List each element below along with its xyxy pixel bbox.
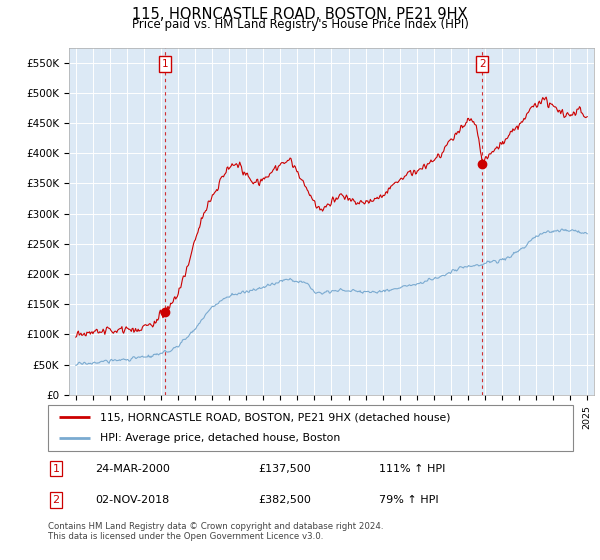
Text: 1: 1 [161, 59, 168, 69]
FancyBboxPatch shape [48, 405, 573, 451]
Text: 02-NOV-2018: 02-NOV-2018 [95, 495, 170, 505]
Text: HPI: Average price, detached house, Boston: HPI: Average price, detached house, Bost… [101, 433, 341, 444]
Text: 1: 1 [52, 464, 59, 474]
Text: 115, HORNCASTLE ROAD, BOSTON, PE21 9HX: 115, HORNCASTLE ROAD, BOSTON, PE21 9HX [132, 7, 468, 22]
Text: 111% ↑ HPI: 111% ↑ HPI [379, 464, 445, 474]
Text: 79% ↑ HPI: 79% ↑ HPI [379, 495, 439, 505]
Text: 115, HORNCASTLE ROAD, BOSTON, PE21 9HX (detached house): 115, HORNCASTLE ROAD, BOSTON, PE21 9HX (… [101, 412, 451, 422]
Text: Price paid vs. HM Land Registry's House Price Index (HPI): Price paid vs. HM Land Registry's House … [131, 18, 469, 31]
Text: 2: 2 [52, 495, 59, 505]
Text: 2: 2 [479, 59, 485, 69]
Text: £137,500: £137,500 [258, 464, 311, 474]
Text: £382,500: £382,500 [258, 495, 311, 505]
Text: 24-MAR-2000: 24-MAR-2000 [95, 464, 170, 474]
Text: Contains HM Land Registry data © Crown copyright and database right 2024.
This d: Contains HM Land Registry data © Crown c… [48, 522, 383, 542]
